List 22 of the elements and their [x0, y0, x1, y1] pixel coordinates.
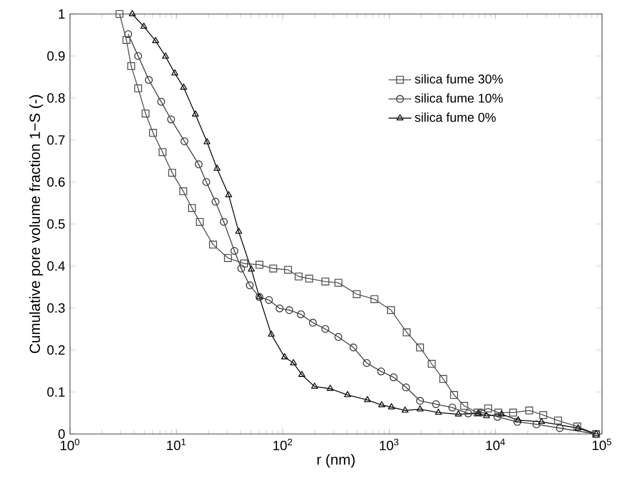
y-tick-label: 1: [58, 9, 65, 19]
x-tick-label: 10$^{2}$: [273, 438, 292, 450]
y-tick-label: 0: [58, 429, 65, 439]
y-tick-label: 0.6: [47, 177, 65, 187]
x-tick-label: 10$^{4}$: [486, 438, 506, 450]
y-axis-title: Cumulative pore volume fraction 1−S (-): [29, 95, 43, 354]
y-tick-label: 0.7: [47, 135, 65, 145]
legend-label: silica fume 0%: [414, 112, 496, 122]
y-tick-label: 0.3: [47, 303, 65, 313]
y-tick-label: 0.1: [47, 387, 65, 397]
legend-label: silica fume 10%: [414, 93, 503, 103]
y-tick-label: 0.5: [47, 219, 65, 229]
legend-label: silica fume 30%: [414, 74, 503, 84]
x-tick-label: 10$^{3}$: [380, 438, 398, 450]
x-axis-title: r (nm): [317, 454, 355, 468]
x-tick-label: 10$^{5}$: [592, 438, 612, 450]
y-tick-label: 0.8: [47, 93, 65, 103]
y-tick-label: 0.9: [47, 51, 65, 61]
y-tick-label: 0.2: [47, 345, 65, 355]
y-tick-label: 0.4: [47, 261, 65, 271]
x-tick-label: 10$^{1}$: [167, 438, 186, 450]
x-tick-label: 10$^{0}$: [60, 438, 80, 450]
